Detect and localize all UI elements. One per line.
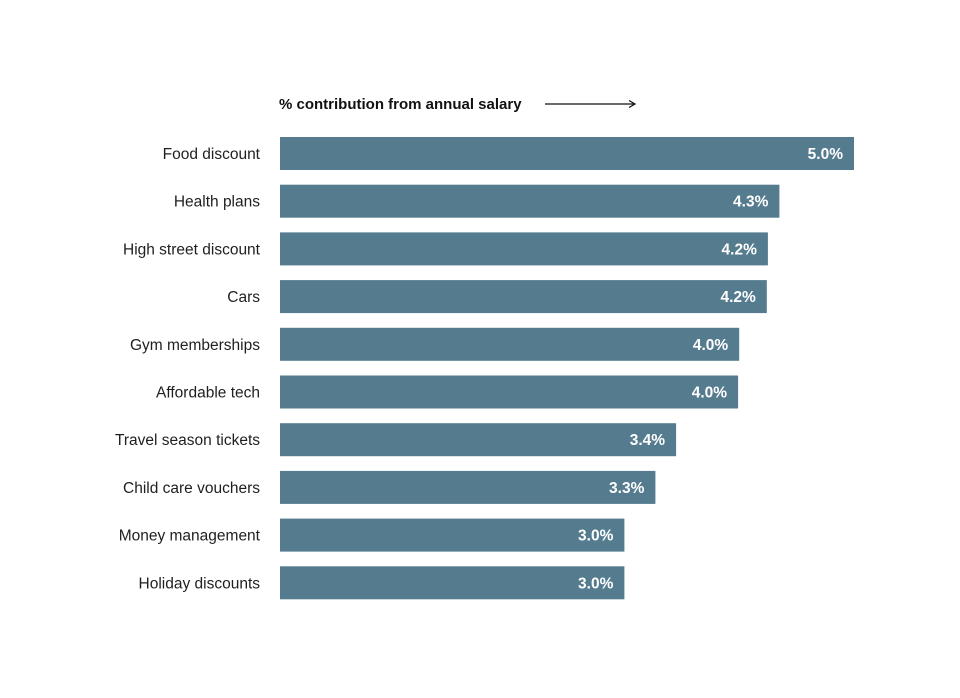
category-label: Child care vouchers [123,480,260,497]
value-label: 4.2% [722,241,758,258]
bar [280,280,767,314]
value-labels-group: 5.0% 4.3% 4.2% 4.2% 4.0% 4.0% 3.4% 3.3% 3.0% 3.0% [578,146,843,592]
axis-title: % contribution from annual salary [279,96,522,113]
category-label: Health plans [174,194,260,211]
value-label: 5.0% [808,146,844,163]
bar [280,566,625,600]
category-label: High street discount [123,241,261,258]
category-label: Money management [119,528,261,545]
value-label: 3.0% [578,575,614,592]
value-label: 3.4% [630,432,666,449]
category-label: Food discount [163,146,261,163]
bar [280,518,625,552]
value-label: 4.0% [693,337,729,354]
bar [280,184,780,218]
bar [280,232,768,266]
axis-title-group: % contribution from annual salary [279,96,637,113]
bar [280,327,740,361]
category-labels-group: Food discount Health plans High street dis… [115,146,261,592]
bar [280,375,739,409]
category-label: Affordable tech [156,385,260,402]
category-label: Cars [227,289,260,306]
bars-group [280,137,854,600]
category-label: Travel season tickets [115,432,260,449]
value-label: 3.3% [609,480,645,497]
category-label: Gym memberships [130,337,260,354]
bar [280,423,677,457]
value-label: 4.3% [733,194,769,211]
bar [280,137,854,170]
value-label: 3.0% [578,528,614,545]
bar [280,470,656,504]
value-label: 4.2% [720,289,756,306]
axis-arrow-head [628,99,637,109]
value-label: 4.0% [692,385,728,402]
category-label: Holiday discounts [139,575,261,592]
